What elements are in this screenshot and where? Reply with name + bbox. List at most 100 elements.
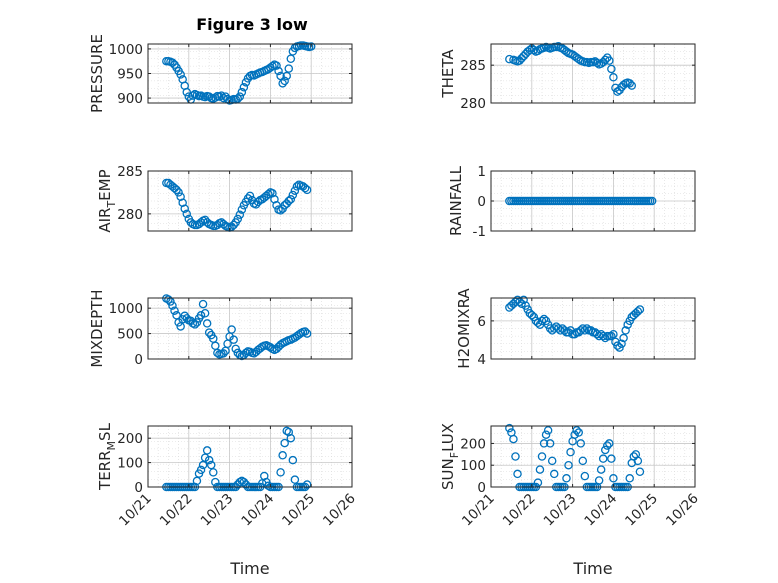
y-tick-label: 280 (117, 207, 143, 223)
data-point (509, 434, 518, 444)
x-tick-label: 10/23 (198, 491, 237, 530)
y-label-main: RAINFALL (447, 165, 465, 236)
data-point (278, 79, 287, 88)
y-tick-label: 280 (460, 96, 486, 112)
data-point (272, 61, 281, 70)
data-point (609, 329, 618, 339)
y-tick-label: 285 (117, 164, 143, 180)
y-label-main: THETA (439, 49, 457, 99)
data-point (600, 445, 610, 455)
x-tick-label: 10/25 (279, 491, 318, 530)
data-point (560, 326, 569, 335)
data-point (598, 454, 608, 463)
data-point (627, 81, 637, 90)
y-tick-label: 1000 (109, 42, 143, 58)
data-point (300, 183, 310, 193)
y-axis-label: PRESSURE (88, 34, 106, 113)
data-point (607, 331, 616, 341)
data-point (196, 465, 206, 475)
y-label-main: TERR (96, 450, 114, 491)
data-point (625, 79, 634, 88)
data-point (513, 469, 522, 479)
data-point (180, 204, 189, 213)
data-point (209, 468, 218, 477)
y-label-main: SUN (439, 458, 457, 490)
data-point (605, 439, 614, 448)
data-point (276, 468, 285, 477)
data-point (286, 433, 296, 443)
data-point (511, 452, 520, 461)
x-axis-label: Time (572, 559, 612, 578)
data-point (633, 456, 643, 466)
data-point (192, 318, 202, 327)
data-point (245, 191, 255, 201)
data-point (276, 71, 285, 81)
data-point (280, 76, 289, 86)
data-point (190, 320, 200, 329)
data-point (202, 446, 212, 455)
data-point (607, 64, 616, 74)
x-tick-label: 10/25 (622, 491, 661, 530)
data-point (537, 316, 547, 326)
data-point (582, 324, 592, 333)
data-point (594, 476, 604, 485)
data-point (198, 299, 208, 309)
data-point (233, 214, 243, 224)
data-point (529, 45, 539, 55)
data-point (276, 206, 285, 215)
data-point (306, 42, 316, 51)
data-point (539, 439, 549, 448)
y-label-main: H2OMIXRA (455, 288, 473, 369)
data-point (607, 454, 616, 463)
data-point (286, 195, 296, 204)
data-point (288, 190, 298, 200)
data-point (545, 439, 555, 448)
data-point (302, 185, 312, 195)
data-point (527, 310, 537, 320)
data-point (164, 295, 173, 304)
data-point (647, 196, 657, 206)
y-tick-label: 100 (117, 456, 143, 472)
data-point (580, 326, 590, 335)
y-tick-label: 0 (477, 194, 486, 210)
data-point (213, 348, 222, 358)
x-axis-label: Time (229, 559, 269, 578)
y-tick-label: 100 (460, 458, 486, 474)
y-label-subscript: F (448, 452, 461, 458)
y-label-main: PRESSURE (88, 34, 106, 113)
data-point (280, 438, 289, 448)
y-tick-label: 6 (477, 314, 486, 330)
data-point (592, 58, 602, 68)
y-tick-label: 900 (117, 91, 143, 107)
x-tick-label: 10/24 (581, 491, 620, 530)
data-point (272, 201, 281, 210)
data-point (168, 58, 177, 67)
data-point (241, 348, 251, 358)
data-point (284, 64, 294, 73)
x-tick-label: 10/21 (459, 491, 498, 530)
data-point (292, 182, 302, 191)
data-point (570, 430, 579, 439)
axes-box (147, 170, 353, 232)
data-point (231, 344, 240, 354)
data-point (170, 306, 179, 315)
data-point (619, 333, 628, 343)
data-point (229, 335, 238, 344)
data-point (268, 61, 277, 71)
data-point (562, 474, 571, 483)
data-point (288, 455, 298, 465)
data-point (533, 478, 543, 487)
data-point (505, 54, 514, 64)
axes-box (490, 43, 696, 104)
y-label-subscript: M (105, 441, 118, 451)
data-point (274, 66, 283, 76)
y-label-main: AIR (96, 208, 114, 233)
data-point (168, 301, 177, 310)
data-point (237, 87, 247, 97)
data-point (576, 439, 586, 448)
axes-box (490, 425, 696, 488)
data-point (572, 426, 581, 435)
